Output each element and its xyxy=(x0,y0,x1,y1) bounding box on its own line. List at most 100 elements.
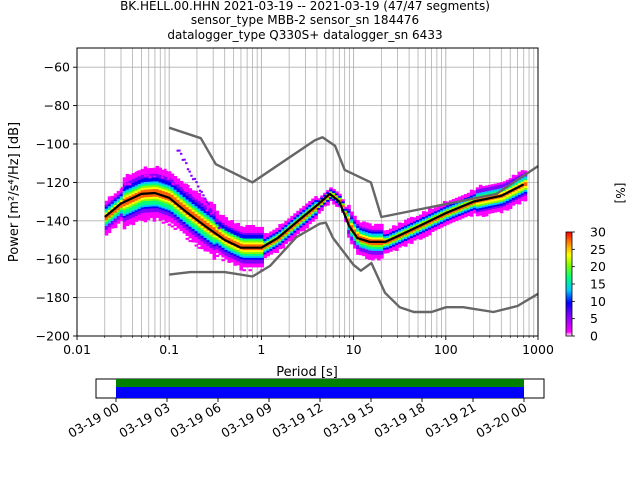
psd-cell xyxy=(208,201,212,204)
psd-cell xyxy=(514,184,519,187)
psd-cell xyxy=(475,212,480,215)
psd-cell xyxy=(305,214,309,218)
psd-cell xyxy=(502,196,507,199)
psd-cell xyxy=(122,196,127,199)
psd-cell xyxy=(320,201,324,204)
psd-cell xyxy=(487,190,492,193)
psd-cell xyxy=(407,225,411,229)
psd-cell xyxy=(188,232,193,235)
psd-cell xyxy=(104,221,109,225)
psd-cell xyxy=(520,193,525,196)
psd-cell xyxy=(290,227,294,230)
timeline-tick-label: 03-19 15 xyxy=(320,400,376,441)
psd-cell xyxy=(517,202,522,205)
psd-cell xyxy=(311,211,315,215)
psd-cell xyxy=(233,242,238,245)
psd-cell xyxy=(188,218,193,221)
psd-cell xyxy=(478,211,483,214)
psd-cell xyxy=(398,222,402,225)
psd-cell xyxy=(152,208,157,211)
psd-cell xyxy=(113,226,118,229)
psd-cell xyxy=(266,233,270,236)
psd-cell xyxy=(227,258,232,262)
psd-cell xyxy=(248,232,252,235)
psd-cell xyxy=(185,218,190,221)
psd-cell xyxy=(284,232,288,235)
psd-cell xyxy=(478,184,483,187)
psd-cell xyxy=(478,209,483,212)
psd-cell xyxy=(275,243,279,246)
psd-cell xyxy=(511,199,516,202)
psd-cell xyxy=(179,209,184,212)
psd-cell xyxy=(511,184,516,187)
psd-cell xyxy=(368,230,372,234)
psd-cell xyxy=(212,217,217,220)
psd-cell xyxy=(140,197,145,200)
psd-cell xyxy=(185,187,190,190)
psd-cell xyxy=(176,180,181,183)
psd-cell xyxy=(205,201,209,204)
psd-cell xyxy=(149,181,154,184)
psd-cell xyxy=(487,192,492,195)
psd-cell xyxy=(380,246,384,249)
psd-cell xyxy=(466,210,471,213)
psd-cell xyxy=(469,214,474,217)
psd-cell xyxy=(374,227,378,230)
psd-cell xyxy=(134,217,139,220)
psd-cell xyxy=(179,192,184,195)
psd-cell xyxy=(188,239,193,243)
psd-cell xyxy=(194,225,199,228)
psd-cell xyxy=(168,171,172,174)
psd-cell xyxy=(296,224,300,227)
psd-cell xyxy=(119,192,124,195)
psd-cell xyxy=(176,213,181,216)
psd-cell xyxy=(128,186,133,189)
psd-cell xyxy=(242,263,247,266)
psd-cell xyxy=(514,201,519,205)
psd-cell xyxy=(269,250,273,253)
psd-cell xyxy=(281,229,285,232)
psd-cell xyxy=(203,222,208,225)
psd-cell xyxy=(463,209,468,212)
psd-cell xyxy=(514,175,519,178)
psd-cell xyxy=(179,223,184,226)
psd-cell xyxy=(415,233,420,236)
psd-cell xyxy=(362,232,366,236)
psd-cell xyxy=(170,194,175,197)
psd-cell xyxy=(383,243,387,246)
psd-cell xyxy=(104,233,109,236)
psd-cell xyxy=(457,198,462,201)
psd-cell xyxy=(421,232,426,235)
psd-cell xyxy=(404,238,408,241)
psd-cell xyxy=(356,241,360,244)
psd-cell xyxy=(200,208,205,211)
psd-cell xyxy=(365,243,369,246)
psd-cell xyxy=(137,170,141,173)
y-axis-label: Power [m²/s⁴/Hz] [dB] xyxy=(7,122,22,262)
psd-cell xyxy=(409,230,414,233)
psd-cell xyxy=(116,202,121,205)
psd-cell xyxy=(487,207,492,210)
psd-cell xyxy=(116,208,121,211)
psd-cell xyxy=(122,192,127,195)
psd-cell xyxy=(365,222,369,225)
psd-cell xyxy=(386,243,390,246)
psd-cell xyxy=(227,243,232,246)
psd-cell xyxy=(383,234,387,237)
psd-cell xyxy=(248,236,252,239)
psd-cell xyxy=(401,230,405,233)
psd-cell xyxy=(158,216,163,219)
psd-cell xyxy=(110,211,115,214)
psd-cell xyxy=(122,211,127,214)
psd-cell xyxy=(335,202,339,205)
psd-cell xyxy=(158,180,163,183)
psd-cell xyxy=(164,174,169,177)
psd-cell xyxy=(305,207,309,210)
psd-cell xyxy=(308,220,312,223)
psd-cell xyxy=(131,180,136,183)
psd-cell xyxy=(481,186,486,189)
psd-cell xyxy=(185,230,190,233)
psd-cell xyxy=(149,187,154,190)
psd-cell xyxy=(362,252,366,255)
psd-cell xyxy=(200,190,203,193)
